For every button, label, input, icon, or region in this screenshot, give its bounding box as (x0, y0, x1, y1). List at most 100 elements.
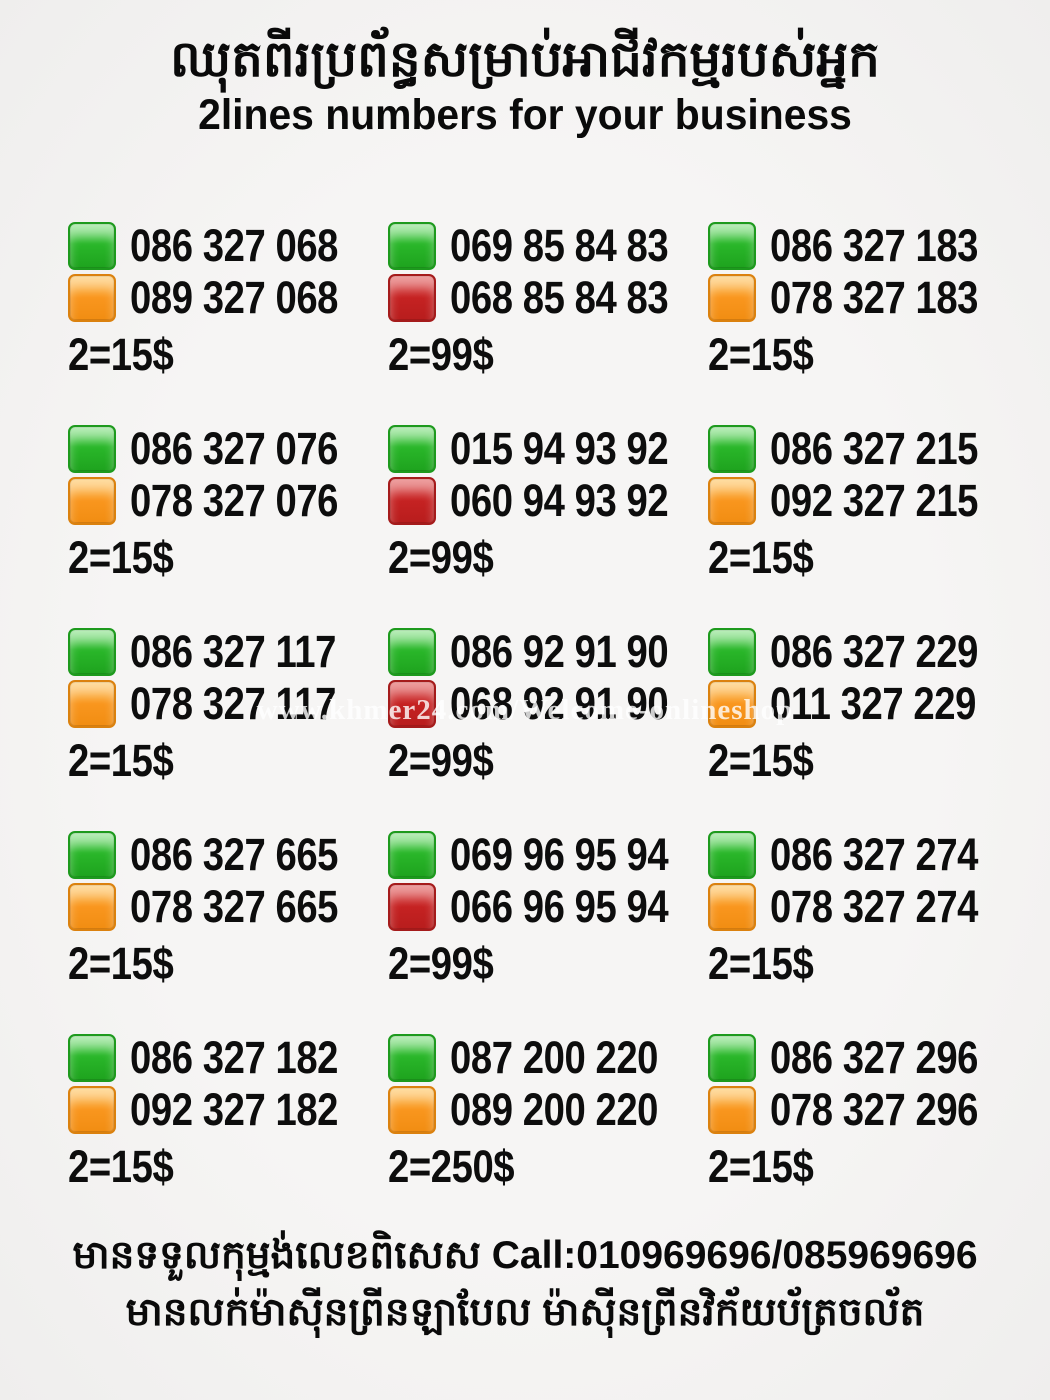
number-pair-listing: 015 94 93 92 060 94 93 92 2=99$ (388, 422, 708, 627)
green-square-icon (708, 424, 756, 473)
phone-number: 078 327 665 (130, 880, 339, 932)
phone-number: 086 327 229 (770, 625, 979, 677)
phone-number: 011 327 229 (770, 677, 976, 729)
pair-price: 2=15$ (708, 938, 814, 989)
phone-number: 089 200 220 (450, 1083, 659, 1135)
number-line: 086 327 296 (708, 1031, 1028, 1083)
orange-square-icon (708, 679, 756, 728)
phone-number: 092 327 215 (770, 474, 979, 526)
green-square-icon (68, 1033, 116, 1082)
green-square-icon (388, 424, 436, 473)
number-line: 086 327 229 (708, 625, 1028, 677)
orange-square-icon (708, 882, 756, 931)
number-line: 086 327 215 (708, 423, 1028, 474)
phone-number: 086 327 183 (770, 219, 979, 271)
number-line: 068 85 84 83 (388, 272, 708, 323)
phone-number: 015 94 93 92 (450, 422, 669, 474)
number-line: 092 327 215 (708, 474, 1028, 526)
number-pair-listing: 069 85 84 83 068 85 84 83 2=99$ (388, 219, 708, 424)
footer: មានទទួលកុម្មង់លេខពិសេស Call:010969696/08… (0, 1228, 1050, 1341)
pair-price: 2=250$ (388, 1141, 515, 1192)
phone-number: 089 327 068 (130, 271, 339, 323)
number-line: 069 96 95 94 (388, 828, 708, 880)
number-line: 060 94 93 92 (388, 475, 708, 526)
number-line: 066 96 95 94 (388, 880, 708, 932)
green-square-icon (68, 221, 116, 270)
green-square-icon (388, 1033, 436, 1082)
phone-number: 086 327 068 (130, 219, 339, 271)
number-line: 078 327 296 (708, 1083, 1028, 1135)
number-pair-listing: 087 200 220 089 200 220 2=250$ (388, 1031, 708, 1236)
number-pair-listing: 069 96 95 94 066 96 95 94 2=99$ (388, 828, 708, 1033)
header: ឈុតពីរប្រព័ន្ធសម្រាប់អាជីវកម្មរបស់អ្នក 2… (0, 28, 1050, 140)
orange-square-icon (68, 679, 116, 728)
number-line: 078 327 183 (708, 272, 1028, 323)
pair-price: 2=15$ (708, 1141, 814, 1192)
number-pair-listing: 086 327 182 092 327 182 2=15$ (68, 1032, 388, 1236)
orange-square-icon (388, 1085, 436, 1134)
number-pair-listing: 086 92 91 90 068 92 91 90 2=99$ (388, 625, 708, 830)
number-line: 086 327 068 (68, 219, 388, 271)
number-line: 086 327 117 (68, 626, 388, 677)
pair-price: 2=15$ (708, 735, 814, 786)
red-square-icon (388, 882, 436, 931)
number-line: 078 327 274 (708, 880, 1028, 932)
pair-price: 2=15$ (68, 938, 174, 989)
orange-square-icon (708, 1085, 756, 1134)
number-line: 078 327 665 (68, 880, 388, 932)
number-line: 015 94 93 92 (388, 422, 708, 474)
phone-number: 086 92 91 90 (450, 625, 669, 677)
page-title-khmer: ឈុតពីរប្រព័ន្ធសម្រាប់អាជីវកម្មរបស់អ្នក (170, 31, 880, 87)
green-square-icon (388, 221, 436, 270)
green-square-icon (388, 627, 436, 676)
number-line: 086 92 91 90 (388, 625, 708, 677)
pair-price: 2=99$ (388, 938, 494, 989)
phone-number: 069 96 95 94 (450, 828, 669, 880)
green-square-icon (68, 627, 116, 676)
green-square-icon (68, 830, 116, 879)
phone-number: 078 327 296 (770, 1083, 979, 1135)
pair-price: 2=15$ (68, 532, 174, 583)
phone-number: 086 327 076 (130, 422, 339, 474)
number-line: 069 85 84 83 (388, 219, 708, 271)
pair-price: 2=15$ (708, 532, 814, 583)
number-pair-listing: 086 327 274 078 327 274 2=15$ (708, 828, 1028, 1033)
number-line: 089 327 068 (68, 271, 388, 323)
number-line: 078 327 076 (68, 475, 388, 526)
green-square-icon (388, 830, 436, 879)
phone-number: 092 327 182 (130, 1083, 339, 1135)
number-line: 086 327 274 (708, 828, 1028, 880)
pair-price: 2=99$ (388, 329, 494, 380)
number-pair-listing: 086 327 296 078 327 296 2=15$ (708, 1031, 1028, 1236)
phone-number: 087 200 220 (450, 1031, 659, 1083)
phone-number: 086 327 665 (130, 828, 339, 880)
listings-grid: 086 327 068 089 327 068 2=15$ 069 85 84 … (68, 219, 1028, 1236)
number-line: 011 327 229 (708, 677, 1028, 729)
number-pair-listing: 086 327 076 078 327 076 2=15$ (68, 422, 388, 627)
pair-price: 2=99$ (388, 532, 494, 583)
number-line: 089 200 220 (388, 1083, 708, 1135)
phone-number: 086 327 296 (770, 1031, 979, 1083)
phone-number: 069 85 84 83 (450, 219, 669, 271)
orange-square-icon (708, 476, 756, 525)
number-pair-listing: 086 327 215 092 327 215 2=15$ (708, 423, 1028, 627)
number-pair-listing: 086 327 117 078 327 117 2=15$ (68, 626, 388, 830)
number-line: 086 327 182 (68, 1032, 388, 1083)
pair-price: 2=15$ (68, 1141, 174, 1192)
phone-number: 068 92 91 90 (450, 677, 669, 729)
green-square-icon (708, 1033, 756, 1082)
green-square-icon (68, 424, 116, 473)
phone-number: 086 327 274 (770, 828, 979, 880)
orange-square-icon (68, 882, 116, 931)
number-pair-listing: 086 327 665 078 327 665 2=15$ (68, 828, 388, 1033)
red-square-icon (388, 273, 436, 322)
orange-square-icon (68, 1085, 116, 1134)
red-square-icon (388, 476, 436, 525)
number-line: 087 200 220 (388, 1031, 708, 1083)
green-square-icon (708, 627, 756, 676)
phone-number: 078 327 274 (770, 880, 979, 932)
number-pair-listing: 086 327 183 078 327 183 2=15$ (708, 219, 1028, 424)
number-line: 086 327 665 (68, 828, 388, 880)
phone-number: 066 96 95 94 (450, 880, 669, 932)
